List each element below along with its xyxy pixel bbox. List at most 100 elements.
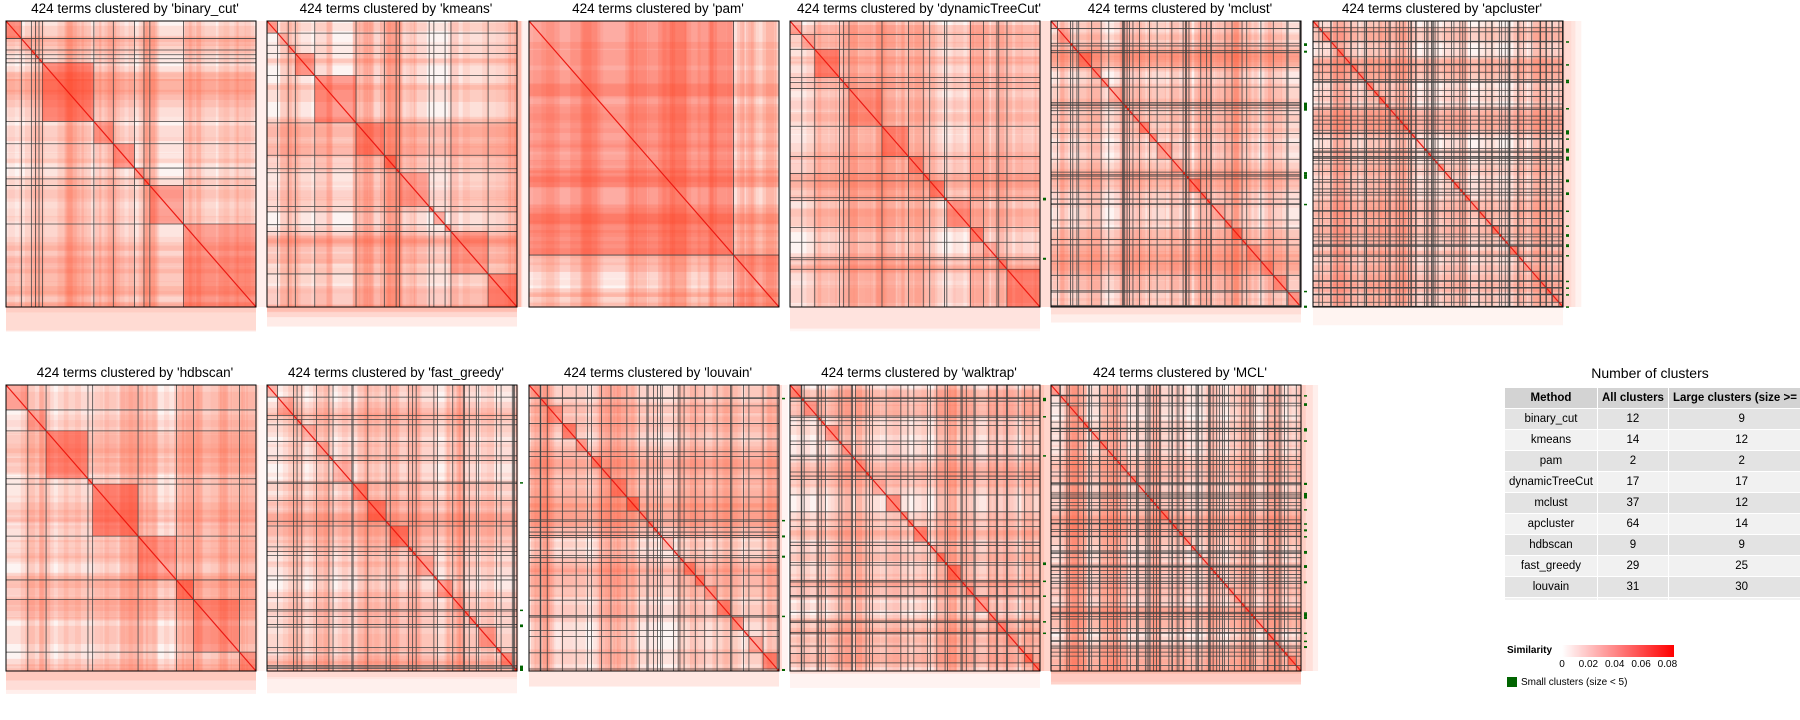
cluster-block [433,575,438,580]
small-cluster-marker [1566,41,1569,43]
cluster-block [673,550,679,556]
cluster-block [514,668,517,671]
cluster-block [1157,142,1172,160]
cluster-block [1032,662,1040,671]
heatmap-border [1312,20,1564,308]
cluster-block [1331,41,1338,49]
cell-method: pam [1505,450,1598,472]
cluster-block [1273,275,1287,291]
cluster-block [1191,545,1197,551]
cell-method: fast_greedy [1505,555,1598,577]
cluster-block [1108,87,1123,103]
cluster-block [1399,120,1404,125]
cluster-block [513,666,515,669]
small-cluster-marker [1304,509,1307,511]
cluster-block [646,519,649,522]
table-row: apcluster 64 14 [1505,513,1800,535]
similarity-texture [267,21,532,327]
cell-all-clusters: 12 [1597,408,1669,430]
small-cluster-marker [782,535,785,538]
cluster-block [1183,536,1192,546]
small-cluster-marker [1566,81,1569,84]
small-cluster-marker [1304,50,1307,53]
cluster-block [1351,64,1358,73]
small-cluster-marker [1566,306,1569,308]
cluster-block [1057,28,1071,44]
cluster-block [1228,588,1235,595]
cluster-block [1242,239,1247,245]
cluster-block [384,155,397,169]
cluster-block [660,535,663,538]
cluster-block [412,551,417,556]
cluster-block [469,616,477,625]
cluster-block [1060,395,1067,404]
cluster-block [970,227,984,243]
cluster-block [496,647,502,653]
cluster-block [966,586,974,596]
small-cluster-marker [1304,640,1307,643]
small-cluster-marker [782,615,785,618]
table-row: pam 2 2 [1505,450,1800,472]
cluster-block [1479,211,1486,219]
small-cluster-marker [1043,455,1046,457]
cluster-block [648,521,654,528]
small-cluster-marker [1043,595,1046,597]
small-cluster-marker [1043,562,1046,566]
small-cluster-marker [1043,257,1046,260]
small-cluster-marker [1043,416,1046,418]
diagonal [528,384,780,672]
cluster-block [1200,192,1207,200]
cluster-block [1091,431,1100,441]
cluster-block [1435,160,1438,164]
small-cluster-marker [1304,43,1307,46]
small-cluster-marker [1304,632,1307,635]
cluster-block [1224,219,1233,229]
heatmap-walktrap [789,384,1064,688]
diagonal [5,20,257,308]
heatmap-border [789,384,1041,672]
cluster-block [947,565,961,581]
cluster-block [1444,171,1452,180]
table-row: kmeans 14 12 [1505,429,1800,451]
small-cluster-marker [520,668,523,671]
cluster-block [1260,261,1274,276]
cluster-block [1499,234,1502,237]
cluster-block [817,416,819,418]
cluster-block [1396,116,1400,121]
cluster-block [1438,164,1445,172]
table-row: binary_cut 12 9 [1505,408,1800,430]
small-cluster-marker [1566,192,1569,196]
heatmap-border [266,20,518,308]
cluster-block [1091,67,1102,79]
cluster-block [886,494,901,512]
cell-all-clusters: 64 [1597,513,1669,535]
cell-all-clusters: 17 [1597,471,1669,493]
table-row: fast_greedy 29 25 [1505,555,1800,577]
cluster-block [1188,178,1201,193]
small-cluster-marker [1304,428,1307,432]
cluster-block [610,478,627,497]
cluster-block [6,21,22,39]
cluster-block [1433,158,1436,161]
cluster-block [1432,157,1434,159]
cluster-block [399,172,430,207]
cluster-block [1139,122,1150,134]
cluster-block [591,456,602,468]
cluster-block [1426,151,1428,153]
cell-all-clusters: 2 [1597,450,1669,472]
header-all-clusters: All clusters [1597,388,1669,409]
cell-large-clusters: 25 [1668,555,1800,577]
cluster-block [1509,246,1518,256]
small-cluster-marker [1043,398,1046,402]
small-cluster-marker [1566,157,1569,159]
cluster-block [1344,56,1351,65]
cluster-block [733,255,779,307]
cluster-block [996,257,999,260]
cluster-block [1066,403,1070,406]
small-cluster-marker [520,624,523,628]
cluster-block [704,586,718,601]
small-cluster-marker [1043,580,1046,583]
cluster-block [962,581,967,587]
cluster-block [39,58,43,63]
heatmap-title: 424 terms clustered by 'MCL' [1093,365,1267,380]
